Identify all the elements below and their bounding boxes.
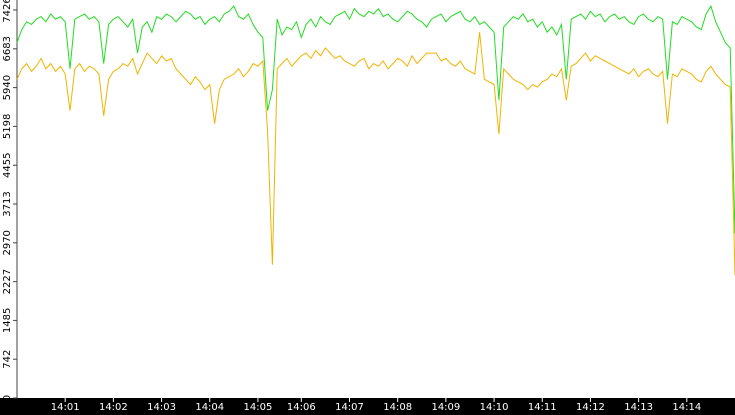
y-tick-label: 4455 [2,152,13,177]
y-tick-label: 7426 [2,0,13,23]
y-tick-label: 3713 [2,191,13,216]
x-tick-label: 14:02 [99,402,128,413]
y-tick-label: 6683 [2,36,13,61]
x-tick-label: 14:09 [431,402,460,413]
series-line [16,4,735,234]
y-tick-label: 5198 [2,114,13,139]
x-axis-bar [0,398,735,415]
series-line [16,32,735,276]
x-tick-label: 14:14 [672,402,701,413]
y-tick-label: 2227 [2,269,13,294]
x-tick-label: 14:07 [335,402,364,413]
y-tick-label: 0 [2,395,13,401]
x-tick-label: 14:04 [195,402,224,413]
y-tick-label: 5940 [2,75,13,100]
x-tick-label: 14:05 [244,402,273,413]
x-tick-label: 14:08 [383,402,412,413]
x-tick-label: 14:12 [576,402,605,413]
x-tick-label: 14:01 [51,402,80,413]
x-tick-label: 14:03 [147,402,176,413]
x-tick-label: 14:13 [624,402,653,413]
x-tick-label: 14:10 [480,402,509,413]
y-tick-label: 2970 [2,230,13,255]
y-tick-label: 1485 [2,308,13,333]
y-tick-label: 742 [2,350,13,369]
x-tick-label: 14:06 [287,402,316,413]
x-tick-label: 14:11 [528,402,557,413]
